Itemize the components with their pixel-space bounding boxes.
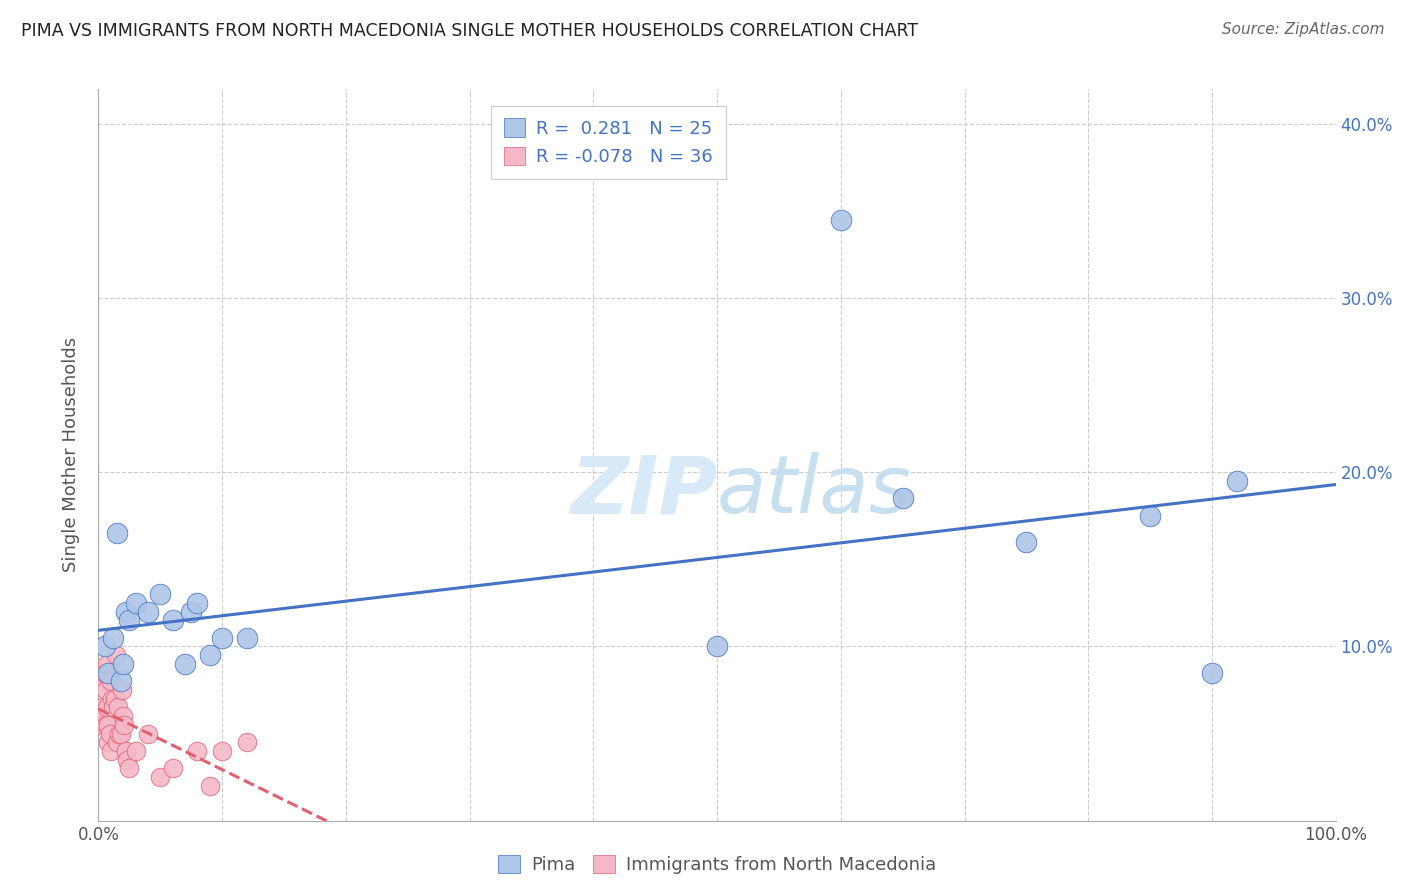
Point (103, 631, 125, 645)
Legend: Pima, Immigrants from North Macedonia: Pima, Immigrants from North Macedonia (491, 847, 943, 881)
Point (90, 718, 112, 732)
Point (1201, 665, 1223, 680)
Point (124, 744, 146, 758)
Point (104, 648, 127, 663)
Point (94, 718, 117, 732)
Point (149, 770, 172, 784)
Point (100, 744, 122, 758)
Text: PIMA VS IMMIGRANTS FROM NORTH MACEDONIA SINGLE MOTHER HOUSEHOLDS CORRELATION CHA: PIMA VS IMMIGRANTS FROM NORTH MACEDONIA … (21, 22, 918, 40)
Point (97, 665, 120, 680)
Point (211, 631, 233, 645)
Point (1226, 474, 1249, 488)
Point (706, 640, 728, 654)
Point (103, 700, 125, 714)
Point (112, 718, 135, 732)
Point (97, 718, 120, 732)
Point (186, 596, 208, 610)
Point (96, 657, 118, 671)
Y-axis label: Single Mother Households: Single Mother Households (62, 337, 80, 573)
Point (108, 726, 131, 740)
Point (105, 735, 128, 749)
Point (115, 753, 138, 767)
Point (94, 683, 117, 698)
Point (112, 709, 135, 723)
Point (830, 212, 852, 227)
Point (93, 640, 115, 654)
Point (162, 761, 184, 775)
Point (97, 735, 120, 749)
Point (111, 683, 134, 698)
Point (98, 726, 121, 740)
Point (101, 691, 124, 706)
Point (198, 779, 221, 793)
Point (110, 674, 132, 689)
Point (236, 631, 259, 645)
Point (112, 657, 135, 671)
Point (891, 491, 914, 506)
Point (211, 744, 233, 758)
Point (1015, 535, 1038, 549)
Point (118, 761, 141, 775)
Text: Source: ZipAtlas.com: Source: ZipAtlas.com (1222, 22, 1385, 37)
Point (136, 726, 159, 740)
Point (91, 674, 114, 689)
Point (180, 605, 202, 619)
Point (96, 700, 118, 714)
Point (110, 726, 132, 740)
Text: atlas: atlas (717, 452, 912, 531)
Point (1139, 508, 1161, 523)
Point (186, 744, 208, 758)
Point (105, 526, 128, 541)
Point (93, 709, 115, 723)
Point (107, 700, 129, 714)
Point (114, 605, 136, 619)
Point (93, 665, 115, 680)
Point (93, 700, 115, 714)
Point (100, 674, 122, 689)
Point (114, 744, 136, 758)
Point (198, 648, 221, 663)
Point (118, 613, 141, 627)
Point (162, 613, 184, 627)
Point (174, 657, 197, 671)
Text: ZIP: ZIP (569, 452, 717, 531)
Point (136, 605, 159, 619)
Point (103, 691, 125, 706)
Point (236, 735, 259, 749)
Point (124, 596, 146, 610)
Point (149, 587, 172, 601)
